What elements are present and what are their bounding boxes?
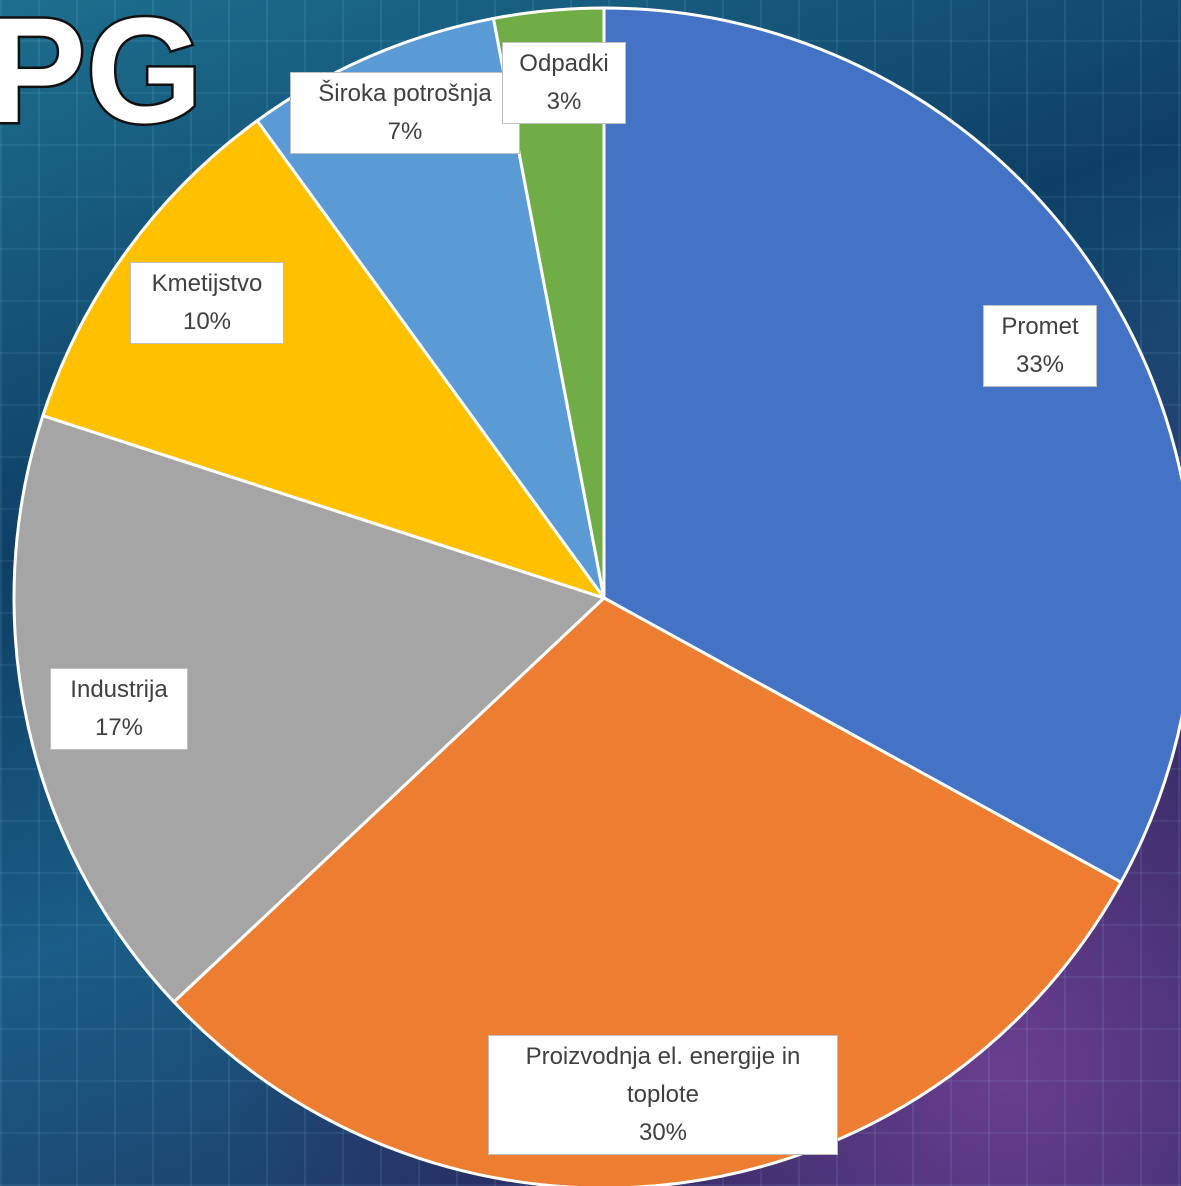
chart: PG: [0, 0, 1181, 1186]
category-label: Proizvodnja el. energije in toplote: [495, 1038, 831, 1114]
value-label: 3%: [509, 83, 619, 121]
value-label: 10%: [137, 303, 277, 341]
page: PG (() => { const data = JSON.parse(docu…: [0, 0, 1181, 1186]
category-label: Promet: [990, 308, 1090, 346]
value-label: 7%: [297, 113, 513, 151]
value-label: 33%: [990, 346, 1090, 384]
value-label: 30%: [495, 1114, 831, 1152]
value-label: 17%: [57, 709, 181, 747]
category-label: Industrija: [57, 671, 181, 709]
chart-title: PG: [0, 0, 203, 154]
category-label: Kmetijstvo: [137, 265, 277, 303]
category-label: Odpadki: [509, 45, 619, 83]
category-label: Široka potrošnja: [297, 75, 513, 113]
